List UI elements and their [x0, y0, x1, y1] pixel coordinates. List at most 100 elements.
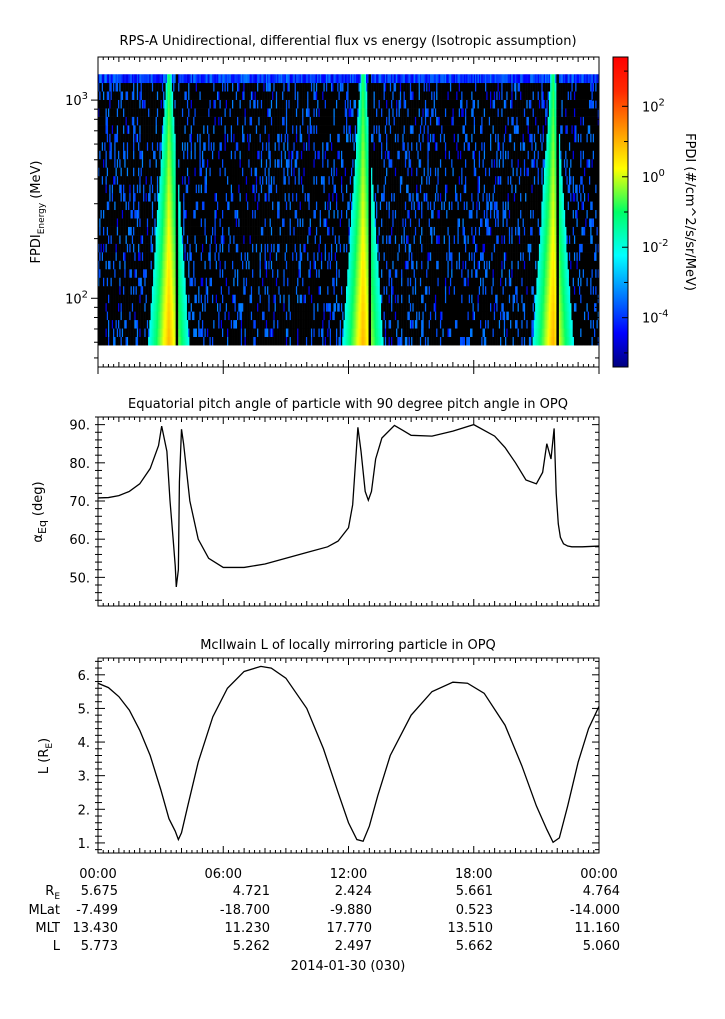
- spectrogram-cell: [126, 328, 129, 337]
- spectrogram-cell: [230, 311, 233, 321]
- spectrogram-cell: [546, 319, 548, 329]
- spectrogram-cell: [387, 294, 389, 304]
- spectrogram-cell: [340, 277, 343, 287]
- spectrogram-cell: [120, 319, 123, 329]
- spectrogram-cell: [490, 336, 492, 346]
- spectrogram-cell: [189, 277, 191, 287]
- spectrogram-cell: [582, 302, 585, 312]
- spectrogram-cell: [103, 302, 105, 312]
- spectrogram-cell: [322, 268, 324, 278]
- spectrogram-cell: [451, 243, 453, 253]
- spectrogram-cell: [161, 311, 164, 321]
- spectrogram-cell: [416, 243, 418, 253]
- spectrogram-cell: [429, 319, 432, 329]
- spectrogram-cell: [329, 336, 332, 346]
- spectrogram-cell: [267, 268, 269, 278]
- spectrogram-cell: [222, 277, 224, 287]
- spectrogram-cell: [366, 294, 368, 304]
- spectrogram-cell: [290, 319, 293, 329]
- spectrogram-cell: [205, 285, 208, 295]
- spectrogram-cell: [582, 285, 585, 295]
- spectrogram-cell: [481, 260, 483, 270]
- spectrogram-cell: [285, 336, 288, 346]
- spectrogram-cell: [309, 319, 312, 329]
- spectrogram-cell: [472, 336, 475, 346]
- spectrogram-cell: [412, 243, 414, 253]
- spectrogram-cell: [328, 328, 331, 337]
- spectrogram-cell: [324, 285, 327, 295]
- spectrogram-cell: [473, 336, 476, 346]
- spectrogram-cell: [153, 319, 155, 329]
- spectrogram-cell: [587, 336, 590, 346]
- spectrogram-cell: [439, 243, 442, 253]
- spectrogram-cell: [586, 268, 589, 278]
- spectrogram-cell: [198, 260, 200, 270]
- spectrogram-cell: [287, 252, 289, 261]
- spectrogram-cell: [175, 336, 178, 346]
- spectrogram-cell: [508, 302, 511, 312]
- spectrogram-cell: [486, 285, 488, 295]
- spectrogram-cell: [158, 336, 160, 346]
- spectrogram-cell: [114, 336, 116, 346]
- spectrogram-cell: [535, 277, 537, 287]
- spectrogram-cell: [438, 268, 441, 278]
- spectrogram-cell: [199, 260, 201, 270]
- spectrogram-cell: [298, 243, 300, 253]
- spectrogram-cell: [238, 268, 240, 278]
- spectrogram-cell: [573, 243, 576, 253]
- spectrogram-cell: [292, 235, 294, 244]
- spectrogram-cell: [352, 243, 354, 253]
- spectrogram-cell: [113, 319, 115, 329]
- spectrogram-cell: [372, 311, 374, 321]
- spectrogram-cell: [168, 252, 170, 261]
- spectrogram-cell: [396, 302, 398, 312]
- spectrogram-cell: [451, 294, 453, 304]
- spectrogram-cell: [444, 260, 447, 270]
- spectrogram-cell: [354, 243, 357, 253]
- spectrogram-cell: [438, 311, 441, 321]
- spectrogram-cell: [394, 328, 397, 337]
- spectrogram-cell: [563, 336, 566, 346]
- spectrogram-cell: [434, 260, 437, 270]
- spectrogram-cell: [280, 336, 283, 346]
- spectrogram-cell: [126, 319, 129, 329]
- spectrogram-cell: [232, 328, 234, 337]
- spectrogram-cell: [328, 294, 331, 304]
- spectrogram-cell: [295, 252, 298, 261]
- spectrogram-cell: [275, 235, 278, 244]
- spectrogram-cell: [419, 277, 422, 287]
- spectrogram-cell: [357, 268, 359, 278]
- spectrogram-cell: [459, 311, 462, 321]
- spectrogram-cell: [501, 243, 503, 253]
- spectrogram-cell: [283, 252, 285, 261]
- spectrogram-cell: [98, 268, 100, 278]
- spectrogram-cell: [475, 252, 477, 261]
- spectrogram-cell: [335, 235, 338, 244]
- spectrogram-cell: [369, 268, 372, 278]
- spectrogram-cell: [396, 294, 398, 304]
- spectrogram-cell: [366, 252, 368, 261]
- spectrogram-cell: [269, 294, 272, 304]
- spectrogram-cell: [391, 302, 393, 312]
- spectrogram-cell: [394, 260, 397, 270]
- spectrogram-cell: [268, 243, 270, 253]
- spectrogram-cell: [258, 319, 260, 329]
- spectrogram-cell: [568, 302, 571, 312]
- spectrogram-cell: [327, 268, 329, 278]
- spectrogram-cell: [206, 277, 209, 287]
- spectrogram-cell: [379, 252, 382, 261]
- spectrogram-cell: [517, 319, 520, 329]
- spectrogram-cell: [229, 252, 232, 261]
- spectrogram-cell: [309, 328, 312, 337]
- spectrogram-cell: [204, 302, 207, 312]
- spectrogram-cell: [565, 328, 567, 337]
- spectrogram-cell: [466, 260, 468, 270]
- spectrogram-cell: [427, 268, 429, 278]
- spectrogram-cell: [133, 336, 135, 346]
- spectrogram-cell: [223, 277, 225, 287]
- spectrogram-cell: [475, 311, 477, 321]
- spectrogram-cell: [322, 294, 324, 304]
- spectrogram-cell: [284, 294, 287, 304]
- spectrogram-cell: [535, 311, 537, 321]
- spectrogram-cell: [483, 311, 486, 321]
